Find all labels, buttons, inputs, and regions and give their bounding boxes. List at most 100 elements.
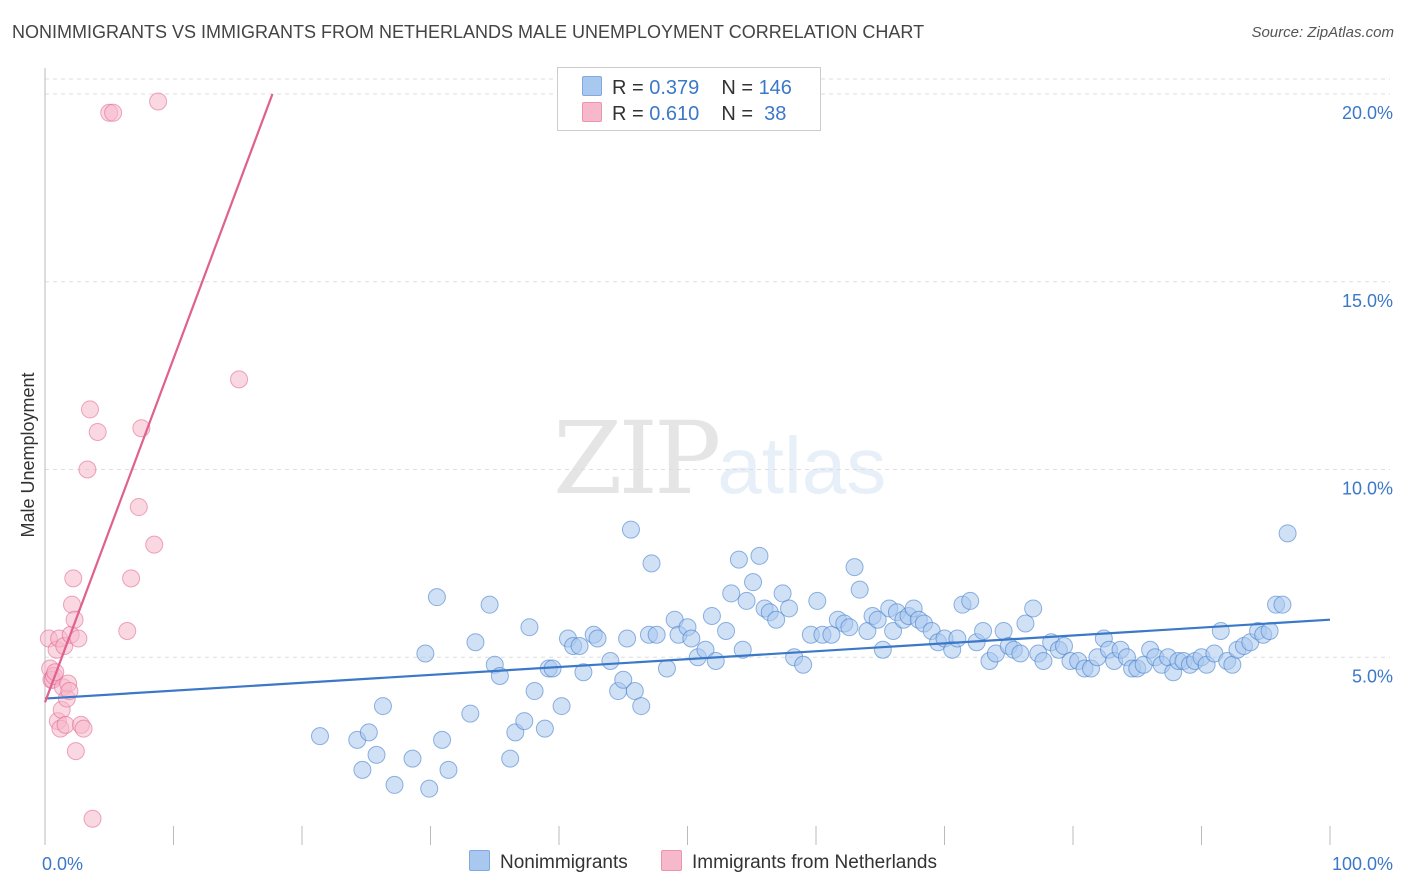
data-point <box>525 682 544 701</box>
data-point <box>64 569 83 588</box>
data-point <box>480 595 499 614</box>
data-point <box>682 629 701 648</box>
legend-item-nonimmigrants[interactable]: Nonimmigrants <box>468 850 628 874</box>
legend-swatch-blue <box>582 76 602 96</box>
trendline <box>44 618 1331 700</box>
data-point <box>588 629 607 648</box>
data-point <box>83 809 102 828</box>
series-legend: Nonimmigrants Immigrants from Netherland… <box>0 850 1406 874</box>
data-point <box>60 682 79 701</box>
data-point <box>873 640 892 659</box>
data-point <box>780 599 799 618</box>
data-point <box>439 760 458 779</box>
legend-item-immigrants[interactable]: Immigrants from Netherlands <box>661 850 937 874</box>
data-point <box>625 682 644 701</box>
data-point <box>737 591 756 610</box>
data-point <box>310 727 329 746</box>
watermark: ZIPatlas <box>553 400 886 517</box>
legend-label: Nonimmigrants <box>499 852 628 873</box>
data-point <box>373 697 392 716</box>
data-point <box>62 595 81 614</box>
y-tick-label: 10.0% <box>1342 479 1393 499</box>
data-point <box>66 742 85 761</box>
data-point <box>621 520 640 539</box>
data-point <box>750 546 769 565</box>
data-point <box>794 655 813 674</box>
data-point <box>552 697 571 716</box>
r-label: R = <box>612 103 650 125</box>
data-point <box>88 422 107 441</box>
data-point <box>702 606 721 625</box>
legend-swatch-pink <box>661 850 683 871</box>
data-point <box>1055 636 1074 655</box>
y-tick-label: 15.0% <box>1342 291 1393 311</box>
data-point <box>353 760 372 779</box>
x-tick-label: 0.0% <box>42 854 83 874</box>
data-point <box>367 745 386 764</box>
stats-row-immigrants: R = 0.610 N = 38 <box>582 102 786 126</box>
data-point <box>722 584 741 603</box>
tick-labels: 5.0% 10.0% 15.0% 20.0% 0.0% 100.0% <box>42 103 1393 874</box>
y-tick-label: 20.0% <box>1342 103 1393 123</box>
data-point <box>535 719 554 738</box>
data-point <box>403 749 422 768</box>
data-point <box>1016 614 1035 633</box>
data-point <box>1024 599 1043 618</box>
n-value: 146 <box>758 77 792 99</box>
legend-label: Immigrants from Netherlands <box>692 852 937 873</box>
data-point <box>974 621 993 640</box>
data-point <box>1278 524 1297 543</box>
data-point <box>706 652 725 671</box>
y-axis-label: Male Unemployment <box>18 372 38 537</box>
data-point <box>850 580 869 599</box>
y-tick-label: 5.0% <box>1352 666 1393 686</box>
data-point <box>427 588 446 607</box>
data-point <box>65 610 84 629</box>
data-point <box>868 610 887 629</box>
immigrants-points <box>39 92 249 828</box>
nonimmigrants-points <box>310 520 1297 798</box>
data-point <box>515 712 534 731</box>
data-point <box>845 558 864 577</box>
data-point <box>1223 655 1242 674</box>
n-value: 38 <box>758 103 787 125</box>
data-point <box>642 554 661 573</box>
r-value: 0.379 <box>649 77 700 99</box>
data-point <box>808 591 827 610</box>
data-point <box>1260 621 1279 640</box>
data-point <box>822 625 841 644</box>
data-point <box>717 621 736 640</box>
data-point <box>118 621 137 640</box>
data-point <box>632 697 651 716</box>
data-point <box>601 652 620 671</box>
data-point <box>570 636 589 655</box>
data-point <box>69 629 88 648</box>
data-point <box>884 621 903 640</box>
n-label: N = <box>721 103 759 125</box>
data-point <box>767 610 786 629</box>
data-point <box>994 621 1013 640</box>
data-point <box>961 591 980 610</box>
data-point <box>729 550 748 569</box>
data-point <box>773 584 792 603</box>
data-point <box>78 460 97 479</box>
source-credit: Source: ZipAtlas.com <box>1251 24 1394 41</box>
data-point <box>840 618 859 637</box>
data-point <box>1011 644 1030 663</box>
data-point <box>80 400 99 419</box>
x-tick-label: 100.0% <box>1332 854 1393 874</box>
r-label: R = <box>612 77 650 99</box>
data-point <box>466 633 485 652</box>
data-point <box>948 629 967 648</box>
data-point <box>614 670 633 689</box>
watermark-atlas: atlas <box>717 421 887 510</box>
data-point <box>104 103 123 122</box>
axes <box>44 68 1331 845</box>
data-point <box>129 498 148 517</box>
data-point <box>520 618 539 637</box>
data-point <box>145 535 164 554</box>
data-point <box>416 644 435 663</box>
n-label: N = <box>721 77 759 99</box>
data-point <box>420 779 439 798</box>
data-point <box>1273 595 1292 614</box>
